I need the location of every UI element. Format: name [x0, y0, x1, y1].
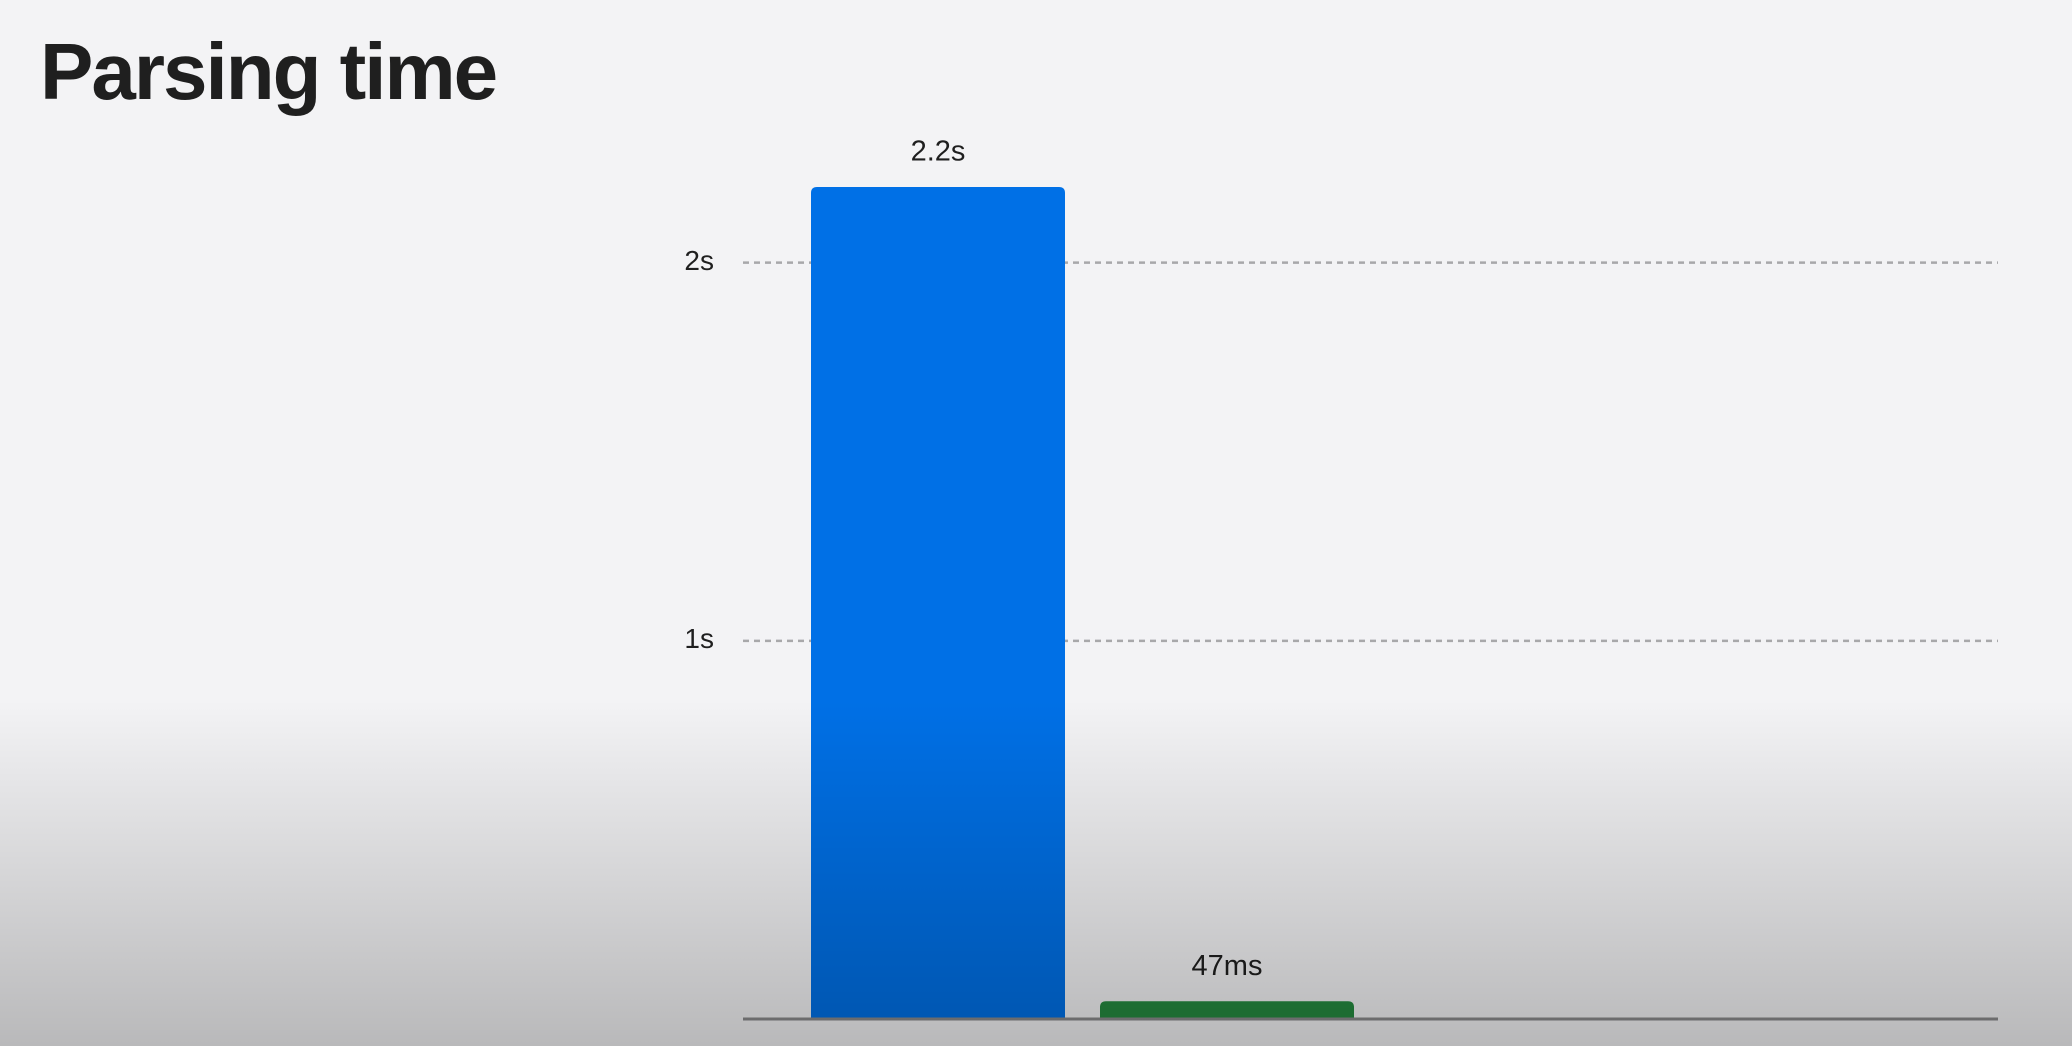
bar	[811, 187, 1065, 1019]
chart-title: Parsing time	[40, 27, 496, 116]
value-label: 2.2s	[911, 136, 966, 168]
bar	[1100, 1001, 1354, 1019]
y-tick-label: 2s	[684, 245, 714, 276]
plot-area: 1s 2s 2.2s 47ms	[684, 136, 1998, 1021]
value-label: 47ms	[1192, 950, 1263, 982]
y-tick-label: 1s	[684, 623, 714, 654]
